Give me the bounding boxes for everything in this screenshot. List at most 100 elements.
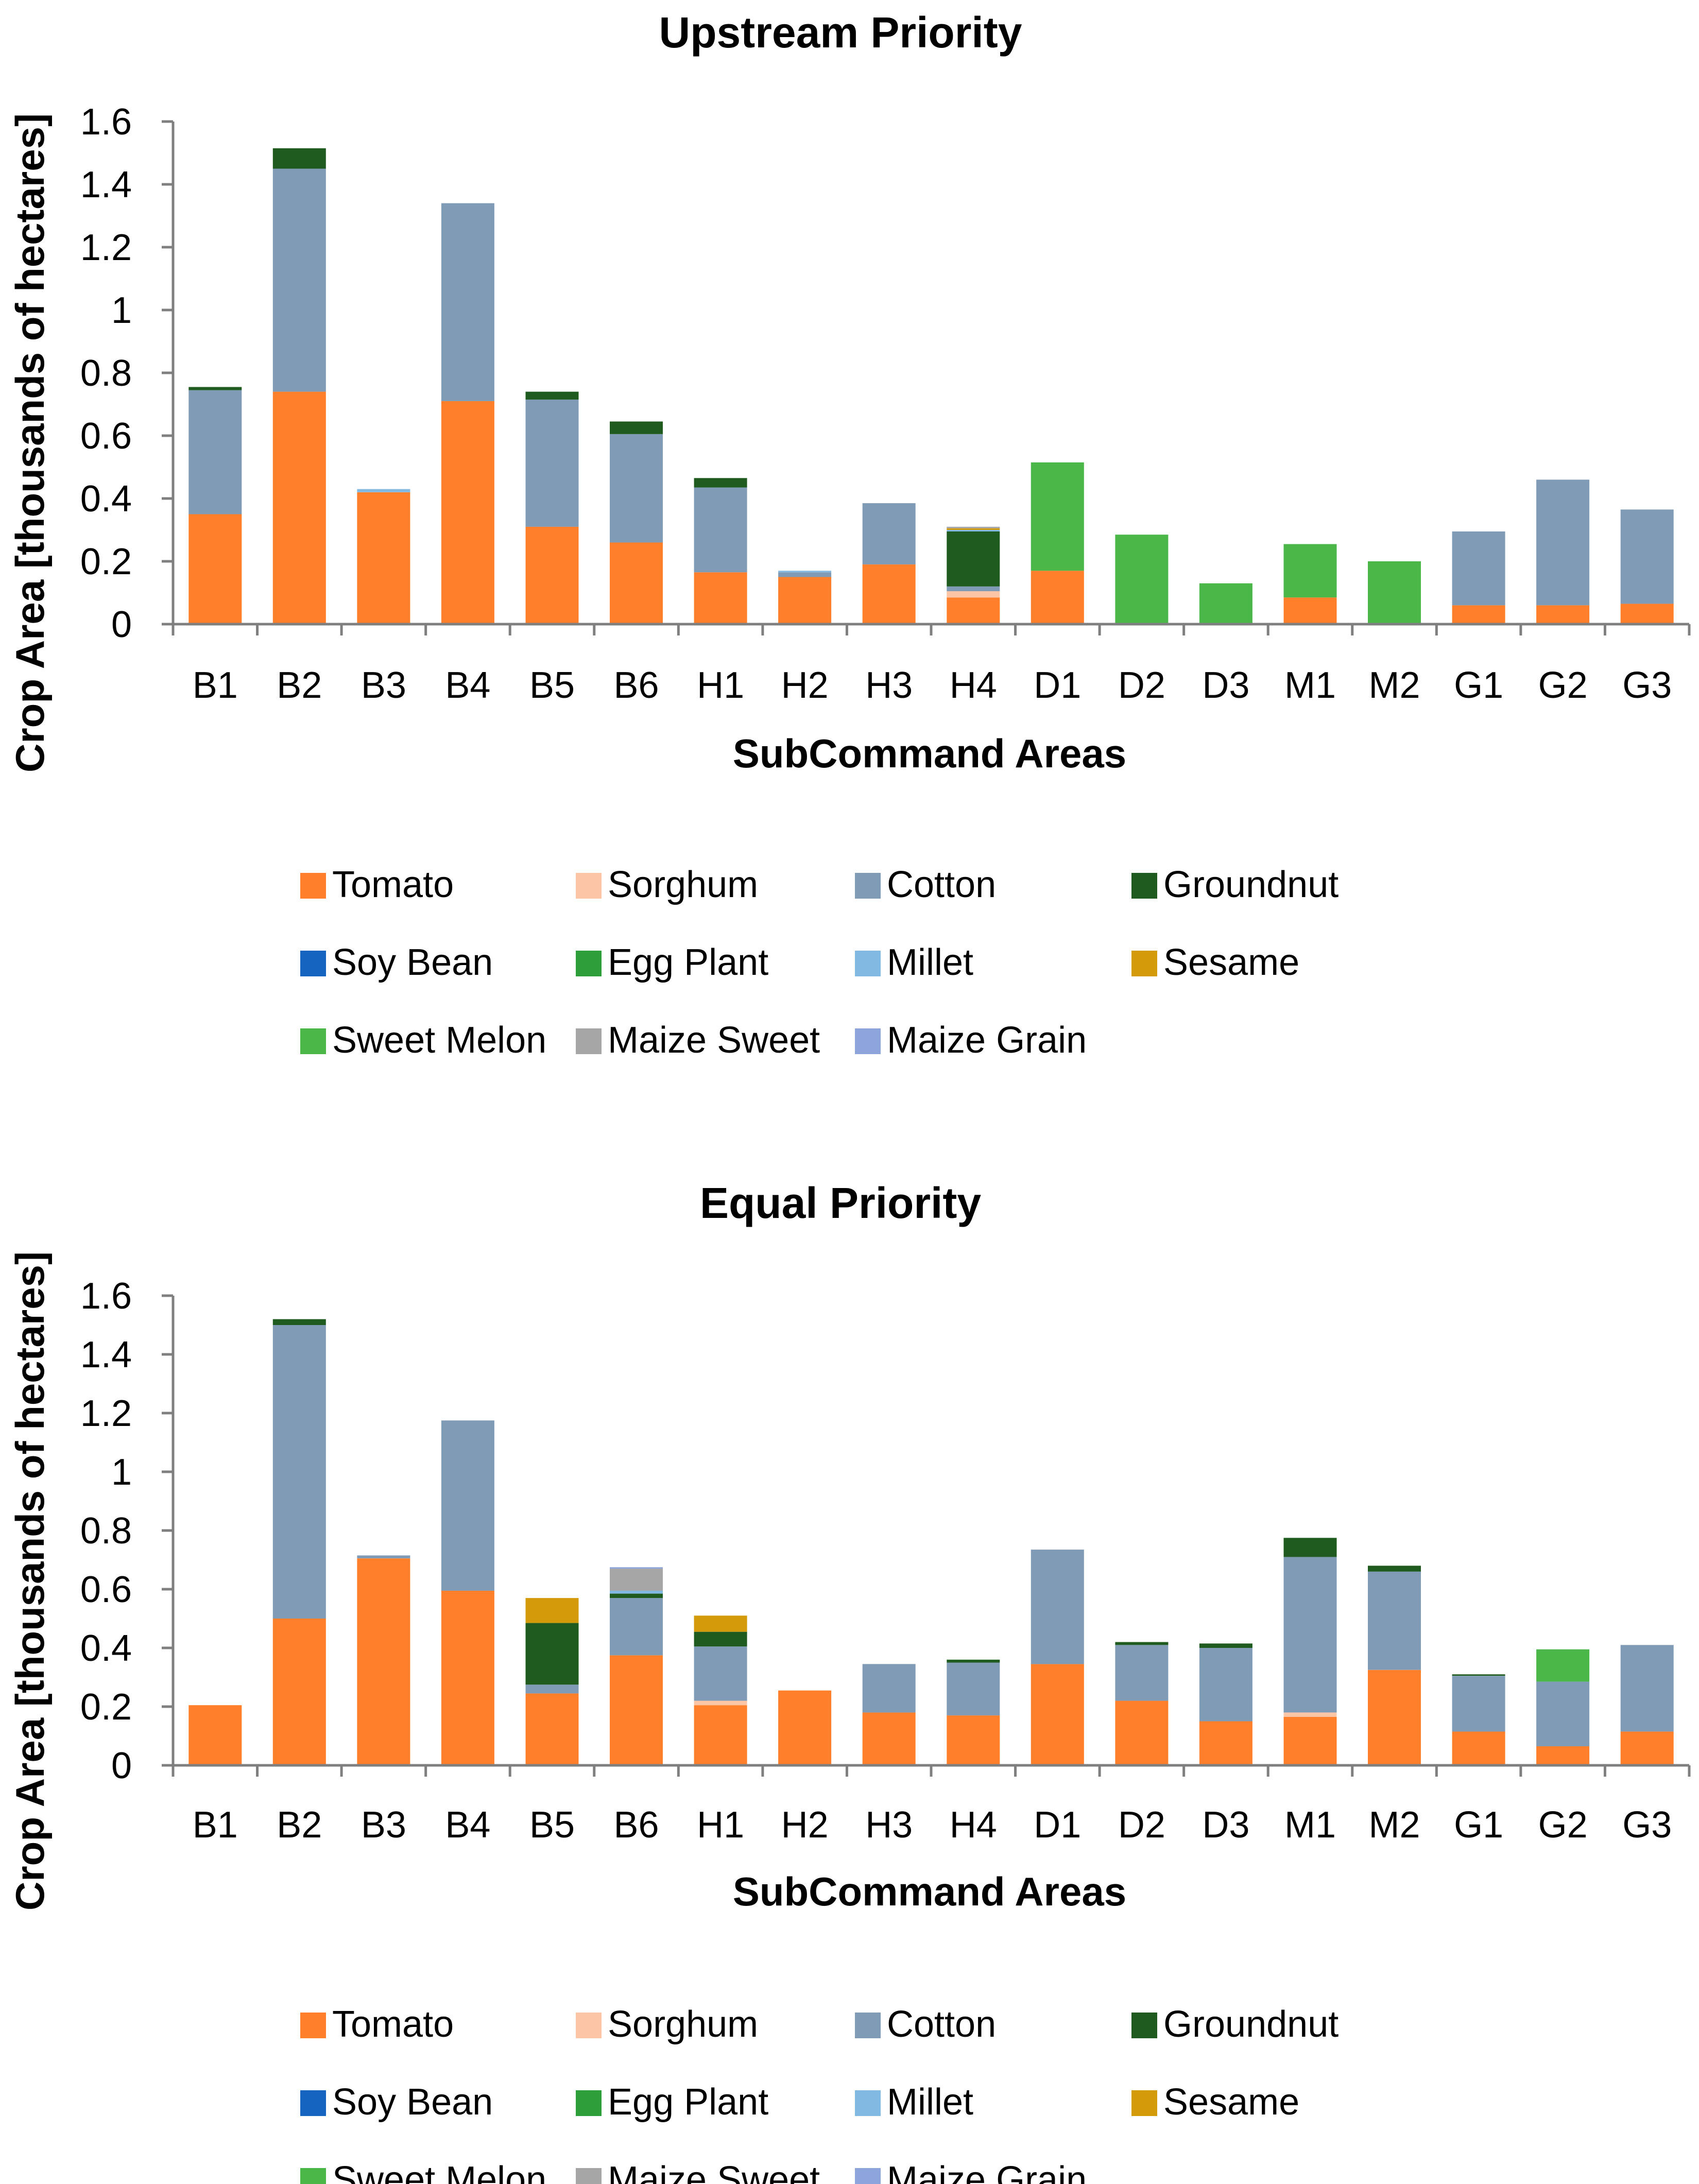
bar-segment-H1-sorghum xyxy=(694,1700,747,1706)
bar-segment-H4-maize-sweet xyxy=(947,526,1000,528)
legend-swatch xyxy=(855,873,881,899)
x-tick-label: H2 xyxy=(781,1804,829,1846)
x-tick-label: G3 xyxy=(1622,1804,1672,1846)
bar-segment-B3-cotton xyxy=(357,1555,410,1559)
legend-label: Soy Bean xyxy=(332,2082,493,2123)
x-tick-label: H1 xyxy=(697,665,744,706)
y-axis-title: Crop Area [thousands of hectares] xyxy=(7,113,53,772)
bar-segment-H1-cotton xyxy=(694,1646,747,1701)
chart-title: Upstream Priority xyxy=(659,8,1022,57)
legend-swatch xyxy=(855,2013,881,2038)
bar-segment-B5-sesame xyxy=(525,1598,579,1623)
legend-swatch xyxy=(1131,873,1157,899)
bar-segment-B1-tomato xyxy=(188,514,242,624)
bar-segment-B2-cotton xyxy=(272,1325,326,1619)
bar-segment-H4-sorghum xyxy=(947,591,1000,598)
bar-segment-B6-tomato xyxy=(610,542,663,624)
bar-segment-D3-cotton xyxy=(1199,1648,1252,1722)
legend-swatch xyxy=(576,2013,602,2038)
y-tick-label: 1 xyxy=(111,1452,132,1493)
bar-segment-H1-cotton xyxy=(694,487,747,573)
bar-segment-H1-tomato xyxy=(694,572,747,624)
legend-label: Sweet Melon xyxy=(332,2159,546,2184)
x-tick-label: G1 xyxy=(1454,1804,1503,1846)
bar-segment-G2-sweet-melon xyxy=(1536,1649,1590,1682)
y-tick-label: 1.6 xyxy=(80,101,132,143)
legend-label: Maize Sweet xyxy=(608,1020,820,1061)
bar-segment-B5-cotton xyxy=(525,1684,579,1694)
bar-segment-B6-millet xyxy=(610,1590,663,1594)
bar-segment-G3-cotton xyxy=(1620,1645,1674,1732)
legend-item-cotton: Cotton xyxy=(855,2004,996,2045)
bar-segment-B6-maize-grain xyxy=(610,1567,663,1569)
x-tick-label: M2 xyxy=(1369,1804,1420,1846)
bar-segment-B4-tomato xyxy=(441,401,494,624)
x-tick-label: B1 xyxy=(193,1804,238,1846)
x-tick-label: B1 xyxy=(193,665,238,706)
bar-segment-M2-sweet-melon xyxy=(1368,561,1421,624)
bar-segment-B4-cotton xyxy=(441,203,494,401)
x-tick-label: D2 xyxy=(1118,665,1165,706)
bar-segment-M2-tomato xyxy=(1368,1670,1421,1766)
x-tick-label: B2 xyxy=(277,1804,322,1846)
plot-area: 0 0.2 0.4 0.6 0.8 1 1.2 1.4 1.6 B1 B2 B3 B4 B5 B6 H1 H2 H… xyxy=(80,1276,1691,1846)
legend-label: Sweet Melon xyxy=(332,1020,546,1061)
bar-segment-H4-groundnut xyxy=(947,1659,1000,1663)
bar-segment-M1-cotton xyxy=(1283,1557,1337,1713)
x-tick-label: B2 xyxy=(277,665,322,706)
legend-label: Egg Plant xyxy=(608,2082,768,2123)
bar-segment-B6-cotton xyxy=(610,434,663,543)
bar-segment-G1-tomato xyxy=(1452,1731,1505,1765)
y-tick-label: 1.4 xyxy=(80,164,132,205)
legend-label: Maize Grain xyxy=(887,2159,1087,2184)
bar-segment-H2-millet xyxy=(778,571,832,573)
y-tick-label: 0.2 xyxy=(80,541,132,582)
legend-swatch xyxy=(576,2090,602,2116)
x-tick-label: B6 xyxy=(614,665,659,706)
y-tick-label: 1.2 xyxy=(80,227,132,268)
x-tick-label: B5 xyxy=(529,1804,575,1846)
legend-swatch xyxy=(855,1028,881,1054)
x-tick-label: H3 xyxy=(865,665,913,706)
legend-label: Soy Bean xyxy=(332,942,493,983)
legend-swatch xyxy=(300,873,326,899)
y-tick-label: 0.8 xyxy=(80,353,132,394)
bar-segment-G3-cotton xyxy=(1620,509,1674,604)
legend-label: Cotton xyxy=(887,864,996,905)
y-tick-label: 0.4 xyxy=(80,478,132,520)
x-tick-label: G2 xyxy=(1538,1804,1588,1846)
bar-segment-H4-cotton xyxy=(947,586,1000,591)
legend-swatch xyxy=(576,951,602,976)
bar-segment-H3-cotton xyxy=(862,1664,916,1713)
bar-segment-H4-tomato xyxy=(947,597,1000,624)
bar-segment-D3-sweet-melon xyxy=(1199,583,1252,624)
legend-item-soy-bean: Soy Bean xyxy=(300,942,493,983)
bar-segment-D3-groundnut xyxy=(1199,1643,1252,1648)
legend-label: Sesame xyxy=(1163,942,1299,983)
x-tick-label: H4 xyxy=(950,1804,997,1846)
bar-segment-M1-tomato xyxy=(1283,1716,1337,1765)
x-tick-label: B6 xyxy=(614,1804,659,1846)
bar-segment-M1-groundnut xyxy=(1283,1538,1337,1557)
x-tick-label: B4 xyxy=(445,1804,490,1846)
legend-item-maize-grain: Maize Grain xyxy=(855,2159,1087,2184)
legend-swatch xyxy=(300,951,326,976)
bar-segment-G2-tomato xyxy=(1536,1746,1590,1765)
bar-segment-D2-tomato xyxy=(1115,1700,1169,1765)
bar-segment-B3-tomato xyxy=(357,492,410,624)
legend-swatch xyxy=(576,2168,602,2184)
y-tick-label: 0.2 xyxy=(80,1687,132,1728)
x-tick-label: G3 xyxy=(1622,665,1672,706)
legend-item-sesame: Sesame xyxy=(1131,942,1299,983)
legend-item-sweet-melon: Sweet Melon xyxy=(300,2159,546,2184)
bar-segment-B5-groundnut xyxy=(525,391,579,400)
legend-item-groundnut: Groundnut xyxy=(1131,2004,1338,2045)
bar-segment-H2-cotton xyxy=(778,572,832,577)
legend-item-soy-bean: Soy Bean xyxy=(300,2082,493,2123)
x-tick-label: D3 xyxy=(1202,1804,1249,1846)
legend-label: Egg Plant xyxy=(608,942,768,983)
x-tick-label: H4 xyxy=(950,665,997,706)
bar-segment-D2-cotton xyxy=(1115,1645,1169,1701)
bar-segment-M2-cotton xyxy=(1368,1571,1421,1670)
bar-segment-G3-tomato xyxy=(1620,604,1674,624)
